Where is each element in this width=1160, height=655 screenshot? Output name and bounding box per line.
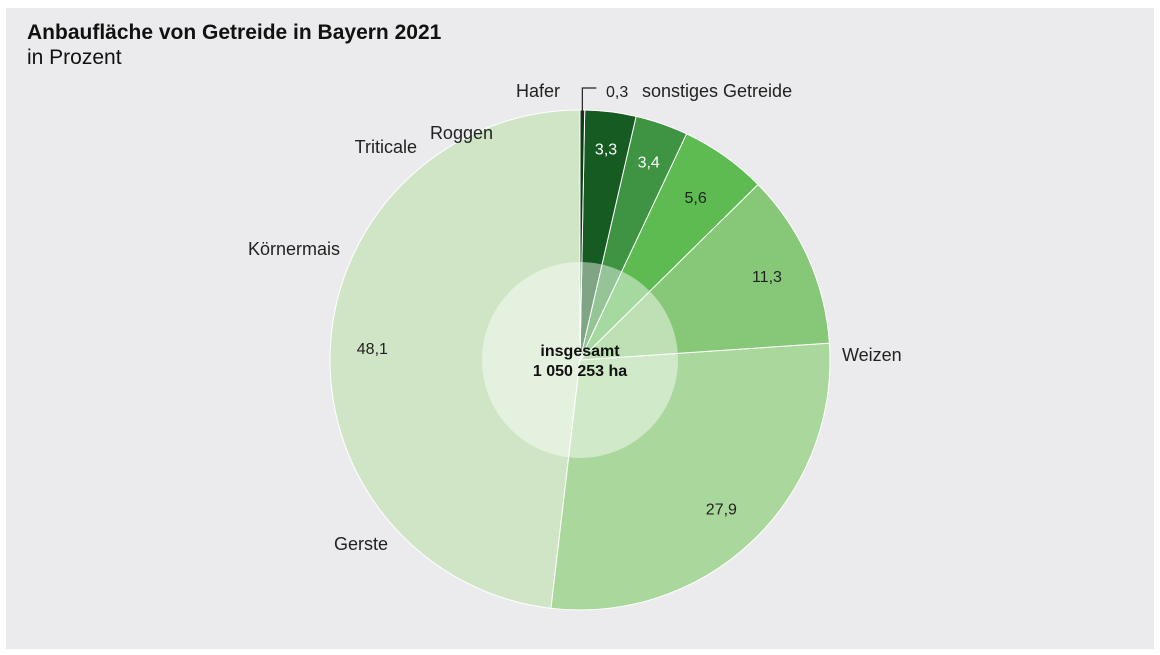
slices-layer [329, 109, 831, 611]
value-label-koernermais: 11,3 [752, 269, 782, 286]
chart-subtitle: in Prozent [27, 46, 122, 69]
center-label-total: insgesamt [540, 343, 620, 360]
value-label-hafer: 3,3 [595, 142, 617, 159]
value-label-gerste: 27,9 [706, 501, 737, 518]
slice-weizen [329, 109, 581, 609]
value-label-triticale: 5,6 [684, 190, 706, 207]
category-label-hafer: Hafer [516, 81, 560, 101]
chart-title: Anbaufläche von Getreide in Bayern 2021 [27, 21, 442, 44]
category-label-triticale: Triticale [355, 137, 417, 157]
slice-gerste [550, 342, 831, 611]
category-label-roggen: Roggen [430, 123, 493, 143]
value-label-sonstiges-getreide: 0,3 [606, 84, 628, 101]
center-label-area: 1 050 253 ha [533, 363, 627, 380]
leader-line-sonstiges-getreide [581, 87, 597, 119]
slice-koernermais [578, 183, 830, 361]
value-label-roggen: 3,4 [638, 155, 660, 172]
center-disc [482, 262, 678, 458]
value-label-weizen: 48,1 [357, 341, 388, 358]
category-label-gerste: Gerste [334, 534, 388, 554]
category-label-sonstiges-getreide: sonstiges Getreide [642, 81, 792, 101]
category-label-weizen: Weizen [842, 345, 902, 365]
category-label-koernermais: Körnermais [248, 239, 340, 259]
labels-layer: 48,1 Weizen 27,9 Gerste 11,3 Körnermais 5,6 Tri… [248, 81, 902, 554]
